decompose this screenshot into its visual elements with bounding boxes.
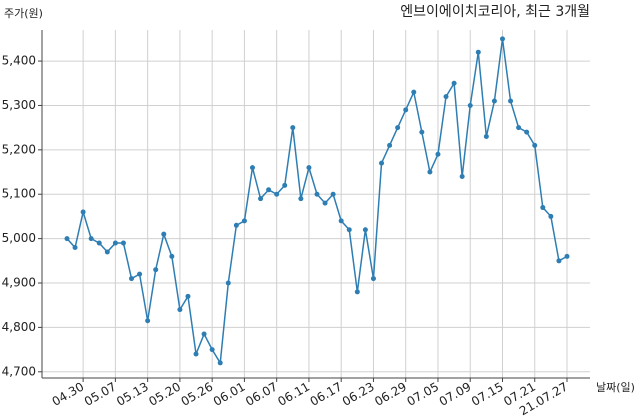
- point: [112, 240, 118, 246]
- point: [459, 173, 465, 179]
- y-tick-label: 5,400: [2, 54, 36, 68]
- point: [403, 107, 409, 113]
- point: [258, 196, 264, 202]
- x-tick-label: 06.23: [340, 380, 377, 409]
- point: [161, 231, 167, 237]
- x-axis-label: 날짜(일): [596, 380, 635, 394]
- point: [467, 102, 473, 108]
- y-tick-label: 5,300: [2, 98, 36, 112]
- x-tick-label: 04.30: [50, 380, 87, 409]
- y-tick-label: 4,800: [2, 320, 36, 334]
- point: [314, 191, 320, 197]
- x-tick-label: 06.07: [243, 380, 280, 409]
- point: [282, 182, 288, 188]
- point: [322, 200, 328, 206]
- point: [370, 276, 376, 282]
- point: [387, 142, 393, 148]
- point: [96, 240, 102, 246]
- y-tick-label: 5,100: [2, 187, 36, 201]
- point: [177, 307, 183, 313]
- point: [266, 187, 272, 193]
- point: [137, 271, 143, 277]
- chart-title: 엔브이에이치코리아, 최근 3개월: [400, 4, 590, 20]
- point: [72, 245, 78, 250]
- point: [217, 360, 223, 366]
- point: [120, 240, 126, 246]
- point: [362, 227, 368, 233]
- point: [201, 331, 207, 337]
- y-tick-label: 4,900: [2, 276, 36, 290]
- x-tick-label: 05.20: [146, 380, 183, 409]
- point: [540, 205, 546, 211]
- point: [491, 98, 497, 104]
- point: [354, 289, 360, 295]
- point: [330, 191, 336, 197]
- point: [274, 191, 280, 197]
- y-axis-label: 주가(원): [4, 7, 43, 20]
- point: [338, 218, 344, 224]
- point: [419, 129, 425, 135]
- point: [395, 125, 401, 131]
- point: [185, 293, 191, 299]
- x-tick-label: 07.15: [469, 380, 506, 409]
- point: [556, 258, 562, 264]
- point: [145, 318, 151, 324]
- point: [451, 80, 457, 86]
- point: [532, 142, 538, 148]
- point: [524, 129, 530, 135]
- point: [249, 165, 255, 171]
- point: [548, 213, 554, 219]
- point: [290, 125, 296, 131]
- point: [411, 89, 417, 95]
- point: [346, 227, 352, 233]
- point: [475, 49, 481, 55]
- x-tick-label: 06.11: [275, 380, 312, 409]
- point: [379, 160, 385, 166]
- y-tick-label: 5,200: [2, 142, 36, 156]
- point: [104, 249, 110, 255]
- point: [508, 98, 514, 104]
- point: [193, 351, 199, 357]
- x-tick-label: 05.13: [114, 380, 151, 409]
- point: [64, 236, 70, 242]
- x-tick-label: 06.01: [211, 380, 248, 409]
- y-tick-label: 4,700: [2, 364, 36, 378]
- point: [209, 347, 215, 353]
- point: [435, 151, 441, 157]
- x-tick-label: 06.29: [372, 380, 409, 409]
- point: [169, 253, 175, 259]
- x-tick-label: 07.05: [404, 380, 441, 409]
- line-series: [66, 38, 568, 366]
- y-tick-label: 5,000: [2, 231, 36, 245]
- point: [241, 218, 247, 224]
- point: [483, 134, 489, 140]
- x-tick-label: 07.09: [437, 380, 474, 409]
- point: [233, 222, 239, 228]
- point: [129, 276, 135, 282]
- point: [88, 236, 94, 242]
- point: [427, 169, 433, 175]
- point: [443, 94, 449, 100]
- point: [153, 267, 159, 273]
- x-tick-label: 05.26: [179, 380, 216, 409]
- point: [516, 125, 522, 131]
- point: [306, 165, 312, 171]
- point: [80, 209, 86, 215]
- point: [564, 253, 570, 259]
- x-tick-label: 05.07: [82, 380, 119, 409]
- x-tick-label: 06.17: [308, 380, 345, 409]
- point: [298, 196, 304, 202]
- point: [225, 280, 231, 286]
- point: [499, 36, 505, 42]
